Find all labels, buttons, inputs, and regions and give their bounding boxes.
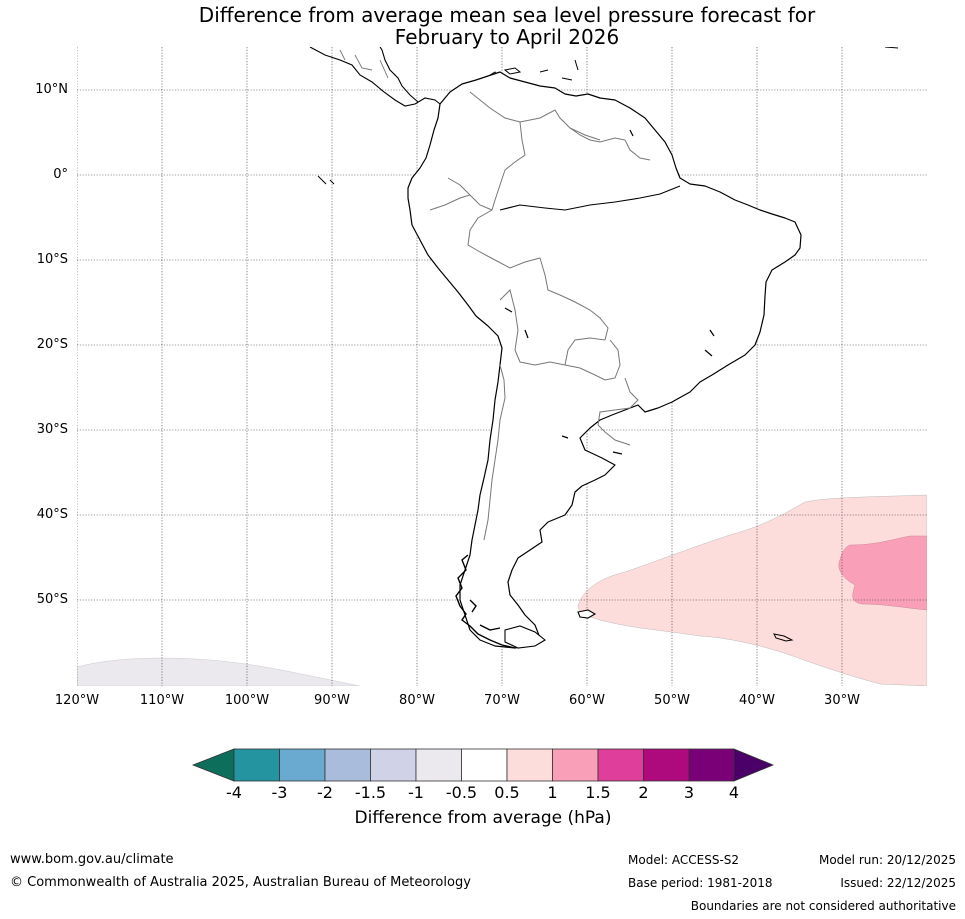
anomaly-region-1-0-hpa: [77, 657, 361, 686]
amazon-river: [499, 185, 681, 211]
lat-label-20s: 20°S: [36, 337, 68, 352]
anomaly-region-1-1-5-hpa: [838, 535, 927, 611]
colorbar: [191, 748, 775, 782]
colorbar-tick: 1: [547, 783, 558, 802]
colorbar-segment: [552, 748, 599, 782]
title-line-2: February to April 2026: [394, 25, 620, 49]
title-line-1: Difference from average mean sea level p…: [198, 3, 816, 27]
copyright-text: © Commonwealth of Australia 2025, Austra…: [10, 875, 471, 890]
colorbar-tick: -3: [271, 783, 288, 802]
patagonia-islands: [455, 554, 516, 649]
south-georgia: [773, 633, 794, 642]
model-text: Model: ACCESS-S2: [628, 853, 740, 867]
colorbar-segment: [506, 748, 553, 782]
central-america-borders: [339, 49, 389, 79]
base-period-text: Base period: 1981-2018: [628, 876, 773, 890]
lon-label-90w: 90°W: [314, 693, 350, 708]
colorbar-tick: 4: [728, 783, 740, 802]
country-borders: [429, 91, 651, 541]
colorbar-segment: [688, 748, 735, 782]
tierra-del-fuego: [504, 625, 546, 649]
colorbar-segment: [279, 748, 326, 782]
lat-label-10n: 10°N: [35, 82, 68, 97]
colorbar-tick: -0.5: [445, 783, 478, 802]
colorbar-segment: [370, 748, 417, 782]
colorbar-tick: 2: [638, 783, 649, 802]
model-run-text: Model run: 20/12/2025: [818, 853, 956, 867]
lon-label-40w: 40°W: [739, 693, 775, 708]
falkland-islands: [577, 609, 597, 619]
colorbar-segment: [461, 748, 508, 782]
lon-label-120w: 120°W: [54, 693, 100, 708]
south-america-coastline: [407, 71, 802, 649]
colorbar-extend-low: [191, 748, 235, 782]
lon-label-60w: 60°W: [569, 693, 605, 708]
colorbar-segment: [324, 748, 371, 782]
colorbar-tick: 3: [683, 783, 695, 802]
lon-label-30w: 30°W: [824, 693, 860, 708]
colorbar-segment: [233, 748, 280, 782]
lat-label-10s: 10°S: [36, 252, 68, 267]
colorbar-tick: -4: [226, 783, 242, 802]
colorbar-tick: -1: [408, 783, 424, 802]
disclaimer-text: Boundaries are not considered authoritat…: [690, 899, 956, 913]
colorbar-segment: [597, 748, 644, 782]
lat-label-40s: 40°S: [36, 507, 68, 522]
issued-text: Issued: 22/12/2025: [840, 876, 956, 890]
inland-lakes: [504, 129, 715, 455]
lon-label-110w: 110°W: [139, 693, 185, 708]
colorbar-tick: -1.5: [354, 783, 387, 802]
central-america-coastline: [309, 47, 441, 107]
lon-label-70w: 70°W: [484, 693, 520, 708]
lat-label-0: 0°: [53, 167, 68, 182]
colorbar-label: Difference from average (hPa): [354, 808, 612, 828]
colorbar-tick: 0.5: [494, 783, 520, 802]
anomaly-region-0-5-1-hpa: [577, 494, 927, 686]
lat-label-30s: 30°S: [36, 422, 68, 437]
lon-label-80w: 80°W: [399, 693, 435, 708]
colorbar-segment: [415, 748, 462, 782]
lon-label-100w: 100°W: [224, 693, 270, 708]
colorbar-extend-high: [733, 748, 775, 782]
galapagos-islands: [317, 175, 335, 185]
colorbar-tick: 1.5: [585, 783, 611, 802]
lat-label-50s: 50°S: [36, 592, 68, 607]
colorbar-tick: -2: [317, 783, 333, 802]
chart-title: Difference from average mean sea level p…: [0, 4, 965, 48]
website-link[interactable]: www.bom.gov.au/climate: [10, 852, 174, 867]
lon-label-50w: 50°W: [654, 693, 690, 708]
colorbar-segment: [643, 748, 690, 782]
